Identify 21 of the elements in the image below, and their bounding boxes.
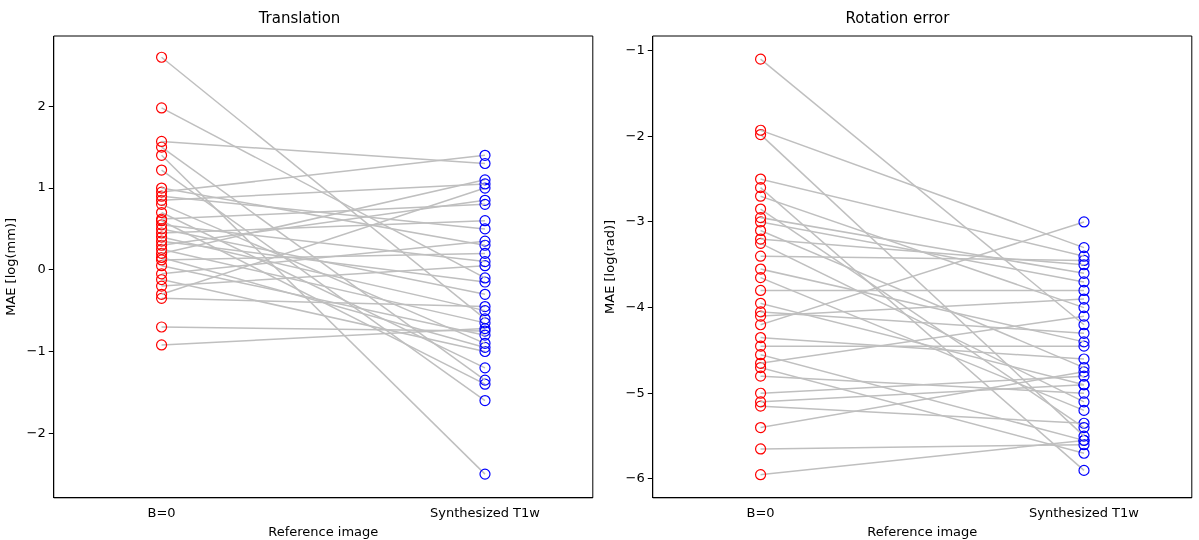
y-axis-title: MAE [log(rad)]: [602, 219, 618, 314]
y-tick-label: −5: [625, 384, 645, 400]
chart-title: Translation: [257, 8, 341, 27]
y-axis-title: MAE [log(mm)]: [3, 217, 19, 316]
y-tick-label: −1: [26, 342, 46, 358]
x-tick-label: Synthesized T1w: [430, 504, 541, 520]
x-axis-title: Reference image: [268, 523, 379, 539]
y-tick-label: −1: [625, 41, 645, 57]
y-tick-label: 0: [37, 261, 46, 277]
chart-title: Rotation error: [845, 8, 951, 27]
x-tick-label: B=0: [746, 504, 775, 520]
x-axis-title: Reference image: [867, 523, 978, 539]
y-tick-label: 2: [37, 97, 46, 113]
y-tick-label: −2: [625, 127, 645, 143]
y-tick-label: 1: [37, 179, 46, 195]
y-tick-label: −3: [625, 213, 645, 229]
x-tick-label: B=0: [147, 504, 176, 520]
y-tick-label: −2: [26, 424, 46, 440]
x-tick-label: Synthesized T1w: [1029, 504, 1140, 520]
y-tick-label: −6: [625, 470, 645, 486]
y-tick-label: −4: [625, 298, 645, 314]
